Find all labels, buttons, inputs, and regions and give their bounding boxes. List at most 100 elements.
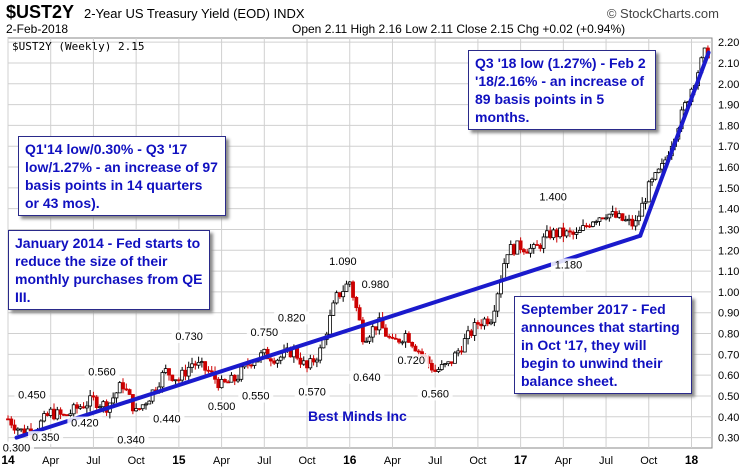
candle-body: [272, 360, 277, 364]
point-label-bg: [84, 365, 120, 379]
candle-body: [216, 378, 221, 389]
candle-body: [640, 202, 645, 217]
candle-body: [364, 340, 369, 343]
point-label-bg: [393, 354, 429, 368]
y-tick-label: 2.10: [718, 58, 739, 70]
candle-body: [535, 244, 539, 246]
trendline: [638, 50, 711, 238]
candle-body: [558, 227, 562, 238]
candle-body: [656, 168, 661, 174]
candle-body: [144, 403, 148, 406]
point-label-bg: [349, 370, 385, 384]
candle-body: [508, 244, 513, 256]
candle-body: [610, 211, 615, 215]
candle-body: [6, 418, 10, 421]
candle-body: [446, 361, 451, 365]
y-tick-label: 1.40: [718, 204, 739, 216]
candle-body: [466, 330, 470, 340]
candle-body: [584, 225, 589, 227]
x-tick-label: Oct: [640, 455, 657, 467]
candle-body: [531, 244, 536, 249]
candle-body: [301, 360, 306, 365]
x-tick-label: 18: [685, 453, 699, 467]
candle-body: [130, 394, 135, 412]
point-label: 0.750: [251, 327, 279, 339]
candle-body: [489, 321, 493, 325]
candle-body: [347, 281, 352, 285]
y-tick-label: 1.30: [718, 224, 739, 236]
y-tick-label: 1.60: [718, 162, 739, 174]
candle-body: [413, 345, 418, 352]
candle-body: [564, 230, 569, 237]
y-tick-label: 0.80: [718, 329, 739, 341]
point-label: 0.440: [153, 413, 181, 425]
candle-body: [84, 405, 89, 409]
chart-subtitle: 2-Year US Treasury Yield (EOD) INDX: [84, 6, 305, 21]
candle-body: [600, 217, 605, 220]
candle-body: [436, 369, 441, 372]
candle-body: [568, 230, 572, 233]
candle-body: [305, 360, 309, 369]
candle-body: [551, 229, 556, 239]
candle-body: [94, 396, 99, 408]
candle-body: [646, 181, 651, 203]
candle-body: [334, 292, 339, 304]
candle-body: [623, 219, 628, 222]
candle-body: [311, 358, 316, 363]
candle-body: [548, 230, 553, 239]
candle-body: [121, 382, 125, 390]
candle-body: [495, 293, 500, 312]
candle-body: [367, 336, 372, 342]
point-label-bg: [0, 441, 35, 455]
candle-body: [630, 218, 635, 227]
point-label-bg: [325, 255, 361, 269]
candle-body: [571, 231, 576, 235]
point-label: 1.090: [329, 256, 357, 268]
point-label: 0.720: [397, 355, 425, 367]
candle-body: [403, 333, 408, 343]
candle-body: [193, 363, 198, 366]
candle-body: [42, 413, 47, 422]
point-label: 1.180: [555, 259, 583, 271]
point-label: 0.350: [32, 432, 60, 444]
candle-body: [344, 283, 349, 292]
candle-body: [58, 409, 63, 415]
candle-body: [275, 359, 280, 364]
point-label: 0.300: [3, 443, 31, 455]
candle-body: [75, 404, 79, 409]
candle-body: [232, 374, 237, 382]
candle-body: [390, 336, 395, 339]
point-label-bg: [238, 389, 274, 403]
candle-body: [222, 379, 227, 383]
candle-body: [541, 236, 546, 249]
candle-body: [134, 408, 139, 412]
candle-body: [594, 221, 599, 223]
candle-body: [278, 356, 283, 361]
candle-body: [180, 369, 185, 381]
candle-body: [528, 247, 533, 254]
candle-body: [357, 307, 362, 321]
point-label-bg: [28, 431, 64, 445]
trendline: [14, 233, 643, 440]
candle-body: [397, 338, 401, 343]
x-tick-label: Apr: [384, 455, 401, 467]
y-tick-label: 0.70: [718, 349, 739, 361]
candle-body: [163, 368, 168, 373]
candle-body: [98, 406, 102, 409]
x-tick-label: 16: [343, 453, 357, 467]
candle-body: [482, 318, 487, 327]
x-tick-label: Oct: [298, 455, 315, 467]
point-label-bg: [113, 433, 149, 447]
y-tick-label: 1.70: [718, 141, 739, 153]
candle-body: [643, 201, 648, 204]
candle-body: [52, 408, 56, 420]
candle-body: [226, 381, 231, 384]
candle-body: [387, 335, 392, 338]
x-tick-label: Jul: [599, 455, 613, 467]
candle-body: [476, 322, 480, 325]
candle-body: [308, 358, 313, 369]
candle-body: [219, 379, 224, 389]
point-label: 0.340: [117, 434, 145, 446]
candle-body: [114, 392, 119, 399]
annotation-sep-2017: September 2017 - Fed announces that star…: [514, 296, 692, 394]
